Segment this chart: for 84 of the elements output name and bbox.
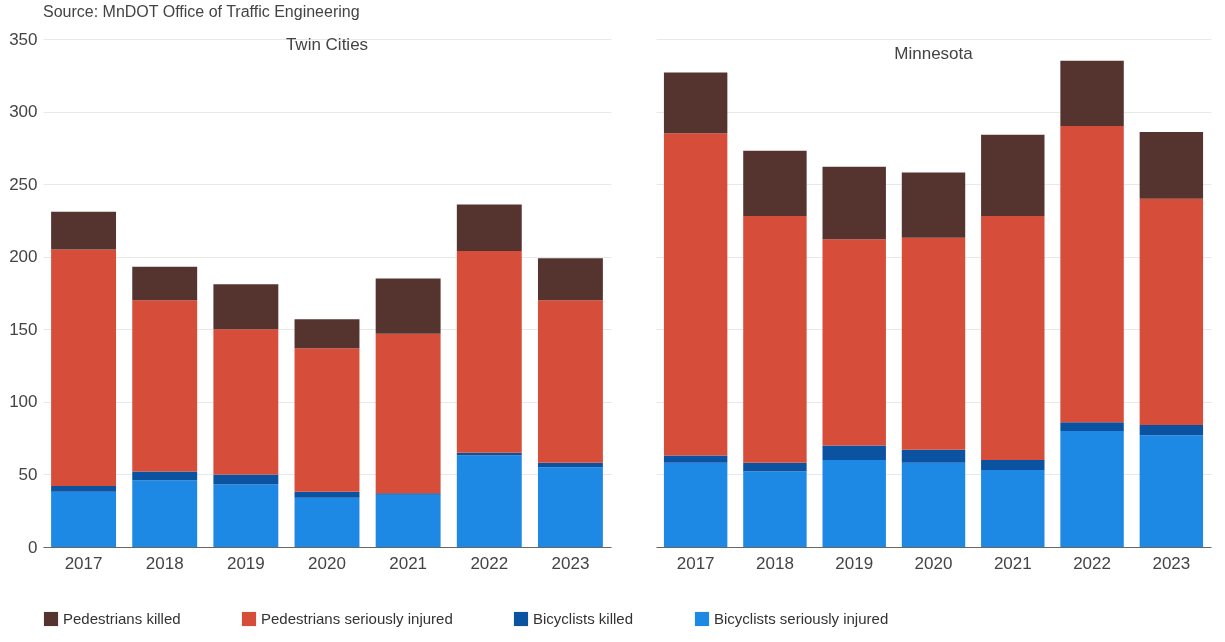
legend-label: Pedestrians killed (63, 610, 181, 627)
bar (375, 333, 441, 494)
x-tick-label: 2020 (914, 553, 953, 573)
bar (822, 445, 886, 460)
bar (663, 72, 728, 134)
bar (537, 258, 603, 301)
source-note: Source: MnDOT Office of Traffic Engineering (43, 3, 360, 20)
x-tick-label: 2018 (756, 553, 794, 573)
y-tick-label: 350 (9, 29, 38, 49)
bar (456, 452, 522, 456)
bar (901, 172, 966, 238)
legend-label: Bicyclists killed (533, 610, 634, 627)
bar (981, 216, 1045, 460)
bar (743, 216, 807, 463)
bar (51, 486, 117, 492)
y-tick-label: 150 (9, 319, 38, 339)
bar (294, 491, 360, 498)
bar (743, 462, 807, 472)
bar (743, 471, 807, 547)
bar (213, 484, 279, 547)
bar (213, 284, 279, 330)
bar (1060, 126, 1124, 423)
bar (743, 150, 807, 217)
bar (537, 300, 603, 463)
bar (51, 491, 117, 547)
bar (132, 300, 198, 472)
x-tick-label: 2023 (1152, 553, 1191, 573)
x-tick-label: 2017 (676, 553, 715, 573)
bar (1139, 198, 1204, 426)
legend-label: Bicyclists seriously injured (714, 610, 889, 627)
bar (822, 239, 886, 446)
bar (456, 455, 522, 547)
y-tick-label: 0 (28, 537, 38, 557)
bar (51, 249, 117, 487)
x-tick-label: 2021 (993, 553, 1032, 573)
y-tick-label: 100 (9, 392, 38, 412)
x-tick-label: 2022 (470, 553, 509, 573)
bar (822, 166, 886, 240)
bar (51, 211, 117, 250)
bar (132, 471, 198, 481)
bar (901, 449, 966, 463)
bar (213, 474, 279, 485)
x-tick-label: 2023 (551, 553, 590, 573)
bar (663, 133, 728, 456)
bar (375, 494, 441, 547)
bar (663, 462, 728, 547)
bar (537, 462, 603, 468)
chart-title: Twin Cities (285, 35, 369, 54)
chart-title: Minnesota (894, 44, 974, 63)
bar (132, 266, 198, 301)
bar (1060, 430, 1124, 547)
bar (132, 480, 198, 547)
bar (375, 278, 441, 334)
bar (981, 134, 1045, 217)
x-tick-label: 2018 (145, 553, 184, 573)
bar (294, 348, 360, 492)
bar (294, 497, 360, 547)
y-tick-label: 50 (18, 464, 38, 484)
x-tick-label: 2020 (308, 553, 346, 573)
x-tick-label: 2021 (389, 553, 428, 573)
legend-label: Pedestrians seriously injured (261, 610, 453, 627)
bar (1139, 131, 1204, 199)
bar (1060, 60, 1124, 127)
bar (456, 204, 522, 251)
bar (537, 467, 603, 547)
bar (294, 319, 360, 349)
bar (901, 237, 966, 450)
bar (456, 250, 522, 453)
bar (1139, 425, 1204, 436)
bar (1060, 422, 1124, 431)
bar (663, 455, 728, 463)
x-tick-label: 2022 (1073, 553, 1111, 573)
bar (901, 462, 966, 547)
y-tick-label: 300 (9, 102, 38, 122)
y-tick-label: 250 (9, 174, 38, 194)
bar (213, 329, 279, 475)
x-tick-label: 2017 (64, 553, 103, 573)
y-tick-label: 200 (9, 247, 38, 267)
bar (822, 459, 886, 547)
bar (1139, 435, 1204, 547)
x-tick-label: 2019 (226, 553, 265, 573)
bar (981, 459, 1045, 471)
bar (981, 470, 1045, 547)
x-tick-label: 2019 (835, 553, 874, 573)
